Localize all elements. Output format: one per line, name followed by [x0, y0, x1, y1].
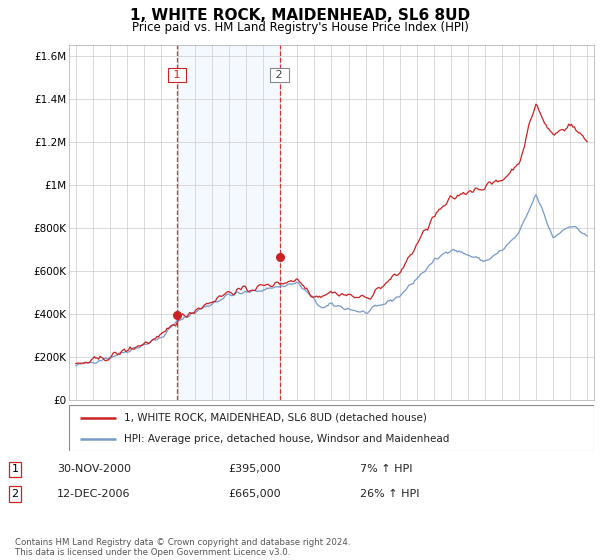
- Text: Contains HM Land Registry data © Crown copyright and database right 2024.
This d: Contains HM Land Registry data © Crown c…: [15, 538, 350, 557]
- Text: 1: 1: [170, 70, 184, 80]
- Text: 2: 2: [11, 489, 19, 499]
- Text: HPI: Average price, detached house, Windsor and Maidenhead: HPI: Average price, detached house, Wind…: [124, 435, 449, 444]
- Text: £665,000: £665,000: [228, 489, 281, 499]
- Text: 1: 1: [11, 464, 19, 474]
- Text: 26% ↑ HPI: 26% ↑ HPI: [360, 489, 419, 499]
- Text: 12-DEC-2006: 12-DEC-2006: [57, 489, 131, 499]
- Text: £395,000: £395,000: [228, 464, 281, 474]
- Text: 1, WHITE ROCK, MAIDENHEAD, SL6 8UD: 1, WHITE ROCK, MAIDENHEAD, SL6 8UD: [130, 8, 470, 24]
- Text: 1, WHITE ROCK, MAIDENHEAD, SL6 8UD (detached house): 1, WHITE ROCK, MAIDENHEAD, SL6 8UD (deta…: [124, 413, 427, 423]
- Text: 30-NOV-2000: 30-NOV-2000: [57, 464, 131, 474]
- Text: 7% ↑ HPI: 7% ↑ HPI: [360, 464, 413, 474]
- Bar: [177, 45, 280, 400]
- Text: 2: 2: [272, 70, 287, 80]
- Text: Price paid vs. HM Land Registry's House Price Index (HPI): Price paid vs. HM Land Registry's House …: [131, 21, 469, 34]
